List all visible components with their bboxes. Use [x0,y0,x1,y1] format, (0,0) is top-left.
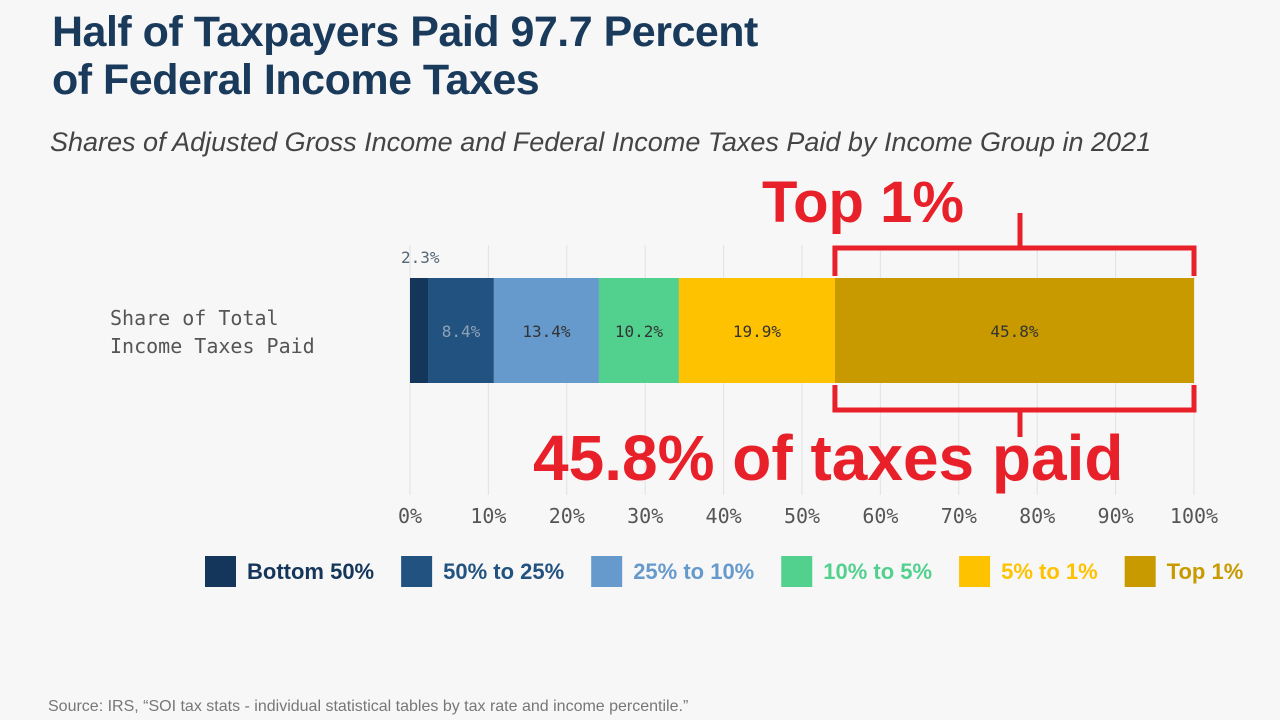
x-tick-label: 80% [1019,504,1055,528]
x-tick-label: 60% [862,504,898,528]
x-tick-label: 70% [941,504,977,528]
annotation-top-label: Top 1% [762,170,964,235]
legend-label: 5% to 1% [1001,559,1098,584]
data-label: 8.4% [442,322,481,341]
data-label: 10.2% [615,322,664,341]
x-tick-label: 0% [398,504,422,528]
x-tick-label: 100% [1170,504,1218,528]
bar-segment-10-to-5- [598,278,679,383]
legend-swatch [959,556,991,587]
x-tick-label: 10% [470,504,506,528]
legend-swatch [401,556,433,587]
bar-segment-25-to-10- [493,278,599,383]
x-tick-label: 40% [706,504,742,528]
legend-label: 10% to 5% [823,559,932,584]
chart-title: Half of Taxpayers Paid 97.7 Percent of F… [52,8,758,104]
legend-swatch [781,556,813,587]
annotation-bracket-top [832,245,1197,276]
annotation-bottom-label: 45.8% of taxes paid [533,422,1123,494]
legend-swatch [1124,556,1156,587]
annotation-bracket-bottom [832,385,1197,413]
category-label: Share of Total [110,306,279,330]
data-label: 2.3% [401,248,440,267]
source-note: Source: IRS, “SOI tax stats - individual… [48,698,689,715]
category-label: Income Taxes Paid [110,334,315,358]
legend-label: 50% to 25% [443,559,564,584]
legend-label: Top 1% [1167,559,1244,584]
data-label: 13.4% [522,322,571,341]
legend-swatch [205,556,236,587]
bar-segment-5-to-1- [678,278,835,383]
x-tick-label: 50% [784,504,820,528]
data-label: 19.9% [733,322,782,341]
legend-label: Bottom 50% [247,559,374,584]
title-line-1: Half of Taxpayers Paid 97.7 Percent [52,8,758,56]
x-tick-label: 20% [549,504,585,528]
bar-segment-50-to-25- [428,278,494,383]
chart-subtitle: Shares of Adjusted Gross Income and Fede… [50,127,1152,157]
x-tick-label: 90% [1098,504,1134,528]
x-tick-label: 30% [627,504,663,528]
bar-segment-bottom-50- [410,278,429,383]
data-label: 45.8% [990,322,1039,341]
bar-segment-top-1- [834,278,1194,383]
legend-swatch [591,556,623,587]
legend-label: 25% to 10% [633,559,754,584]
title-line-2: of Federal Income Taxes [52,56,540,104]
